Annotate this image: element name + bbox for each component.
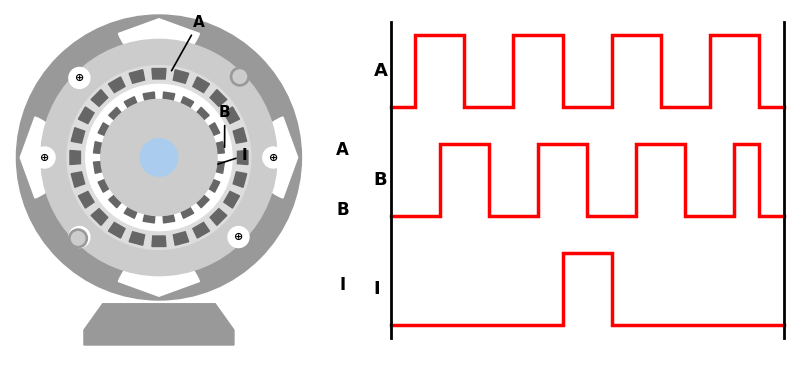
- Polygon shape: [70, 150, 80, 165]
- Circle shape: [69, 226, 90, 248]
- Polygon shape: [210, 90, 226, 106]
- Wedge shape: [20, 117, 63, 198]
- Text: A: A: [336, 141, 349, 159]
- Polygon shape: [91, 209, 108, 225]
- Polygon shape: [233, 128, 247, 143]
- Polygon shape: [163, 92, 174, 101]
- Polygon shape: [78, 191, 94, 208]
- Polygon shape: [124, 207, 137, 218]
- Polygon shape: [143, 92, 155, 101]
- Polygon shape: [93, 162, 103, 173]
- Polygon shape: [152, 236, 165, 246]
- Circle shape: [140, 139, 177, 176]
- Circle shape: [16, 15, 301, 300]
- Circle shape: [34, 147, 55, 168]
- Wedge shape: [118, 19, 199, 62]
- Polygon shape: [223, 191, 239, 208]
- Polygon shape: [196, 107, 209, 120]
- Polygon shape: [208, 179, 219, 192]
- Polygon shape: [129, 70, 145, 83]
- Circle shape: [67, 66, 251, 249]
- Text: ⊕: ⊕: [268, 153, 278, 162]
- Polygon shape: [84, 304, 234, 345]
- Circle shape: [68, 229, 88, 248]
- Text: I: I: [339, 276, 345, 294]
- Polygon shape: [129, 232, 145, 245]
- Circle shape: [100, 99, 217, 216]
- Polygon shape: [163, 214, 174, 223]
- Polygon shape: [181, 97, 194, 108]
- Text: I: I: [373, 280, 380, 298]
- Circle shape: [69, 68, 90, 88]
- Polygon shape: [108, 77, 125, 93]
- Polygon shape: [210, 209, 226, 225]
- Polygon shape: [124, 97, 137, 108]
- Text: I: I: [218, 148, 247, 164]
- Circle shape: [230, 67, 249, 86]
- Text: ⊕: ⊕: [40, 153, 49, 162]
- Polygon shape: [181, 207, 194, 218]
- Circle shape: [228, 226, 249, 248]
- Polygon shape: [193, 222, 210, 238]
- Text: B: B: [218, 105, 230, 147]
- Polygon shape: [215, 142, 224, 153]
- Polygon shape: [215, 162, 224, 173]
- Text: A: A: [373, 62, 387, 80]
- Polygon shape: [108, 222, 125, 238]
- Text: ⊕: ⊕: [75, 73, 84, 83]
- Polygon shape: [152, 69, 165, 79]
- Polygon shape: [143, 214, 155, 223]
- Polygon shape: [71, 128, 84, 143]
- Polygon shape: [223, 107, 239, 124]
- Polygon shape: [237, 150, 247, 165]
- Polygon shape: [233, 172, 247, 187]
- Circle shape: [86, 84, 232, 231]
- Polygon shape: [78, 107, 94, 124]
- Text: A: A: [171, 15, 204, 71]
- Polygon shape: [108, 195, 121, 208]
- Circle shape: [263, 147, 283, 168]
- Polygon shape: [208, 123, 219, 136]
- Polygon shape: [196, 195, 209, 208]
- Polygon shape: [173, 232, 189, 245]
- Circle shape: [71, 232, 84, 245]
- Polygon shape: [93, 142, 103, 153]
- Polygon shape: [91, 90, 108, 106]
- Polygon shape: [71, 172, 84, 187]
- Polygon shape: [193, 77, 210, 93]
- Text: B: B: [336, 201, 349, 219]
- Circle shape: [233, 70, 247, 83]
- Polygon shape: [173, 70, 189, 83]
- Text: ⊕: ⊕: [234, 232, 243, 242]
- Wedge shape: [118, 253, 199, 296]
- Text: B: B: [373, 171, 387, 189]
- Polygon shape: [98, 123, 109, 136]
- Text: ⊕: ⊕: [75, 232, 84, 242]
- Polygon shape: [98, 179, 109, 192]
- Wedge shape: [255, 117, 297, 198]
- Polygon shape: [108, 107, 121, 120]
- Circle shape: [41, 39, 277, 276]
